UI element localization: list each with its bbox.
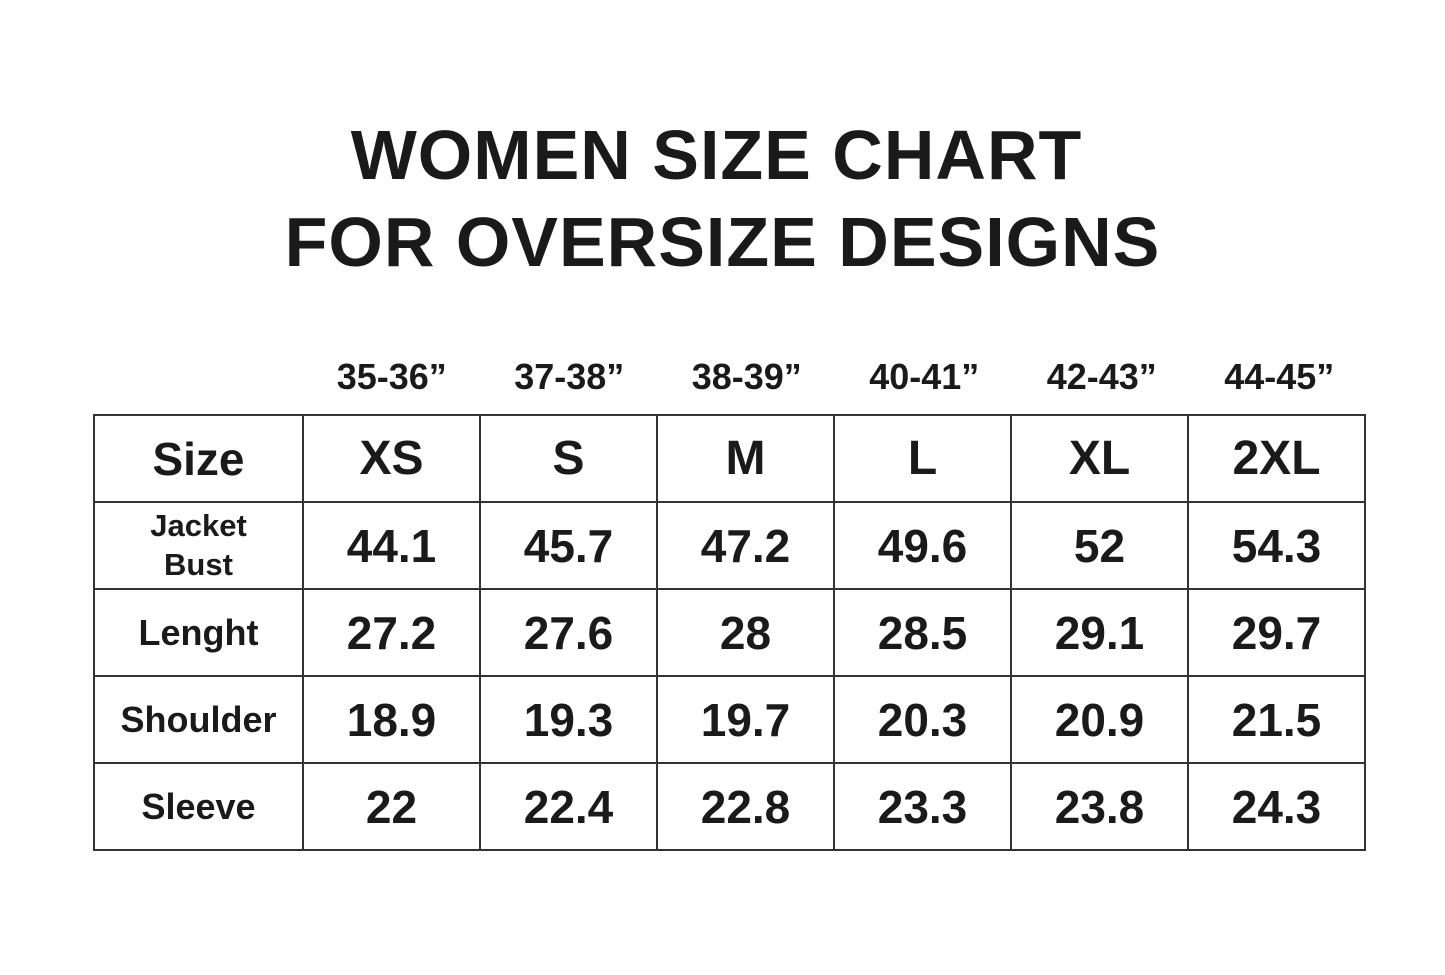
bust-range-label: 44-45” <box>1224 356 1335 397</box>
value-cell: 22 <box>302 762 481 851</box>
value-cell: 47.2 <box>656 501 835 590</box>
table-row: Lenght 27.2 27.6 28 28.5 29.1 29.7 <box>93 588 1366 677</box>
bust-range-label: 42-43” <box>1046 356 1157 397</box>
value-cell: 22.8 <box>656 762 835 851</box>
value-cell: 18.9 <box>302 675 481 764</box>
size-header-cell: XL <box>1010 414 1189 503</box>
table-row: Shoulder 18.9 19.3 19.7 20.3 20.9 21.5 <box>93 675 1366 764</box>
value-cell: 28.5 <box>833 588 1012 677</box>
value-cell: 24.3 <box>1187 762 1366 851</box>
title-line-1: WOMEN SIZE CHART <box>350 116 1083 194</box>
size-header-cell: L <box>833 414 1012 503</box>
bust-ranges: 35-36” 37-38” 38-39” 40-41” 42-43” 44-45” <box>303 356 1368 398</box>
bust-range-label: 38-39” <box>691 356 802 397</box>
row-label: Sleeve <box>93 762 304 851</box>
value-cell: 29.7 <box>1187 588 1366 677</box>
size-header-cell: M <box>656 414 835 503</box>
bust-range-label: 35-36” <box>336 356 447 397</box>
size-header-cell: XS <box>302 414 481 503</box>
row-label: Shoulder <box>93 675 304 764</box>
value-cell: 54.3 <box>1187 501 1366 590</box>
row-label-line: Jacket <box>150 507 247 543</box>
value-cell: 23.3 <box>833 762 1012 851</box>
value-cell: 21.5 <box>1187 675 1366 764</box>
value-cell: 20.3 <box>833 675 1012 764</box>
value-cell: 29.1 <box>1010 588 1189 677</box>
value-cell: 44.1 <box>302 501 481 590</box>
value-cell: 27.2 <box>302 588 481 677</box>
value-cell: 20.9 <box>1010 675 1189 764</box>
value-cell: 27.6 <box>479 588 658 677</box>
header-label: Size <box>93 414 304 503</box>
value-cell: 19.3 <box>479 675 658 764</box>
size-header-cell: 2XL <box>1187 414 1366 503</box>
size-table: Size XS S M L XL 2XL Jacket Bust 44.1 45.7 47.2 49… <box>93 414 1366 851</box>
row-label: Jacket Bust <box>93 501 304 590</box>
title-line-2: FOR OVERSIZE DESIGNS <box>284 203 1161 281</box>
value-cell: 28 <box>656 588 835 677</box>
header-row: Size XS S M L XL 2XL <box>93 414 1366 503</box>
value-cell: 19.7 <box>656 675 835 764</box>
size-header-cell: S <box>479 414 658 503</box>
row-label-line: Bust <box>164 546 233 582</box>
row-label: Lenght <box>93 588 304 677</box>
bust-range-label: 37-38” <box>514 356 625 397</box>
bust-range-label: 40-41” <box>869 356 980 397</box>
value-cell: 45.7 <box>479 501 658 590</box>
value-cell: 49.6 <box>833 501 1012 590</box>
table-row: Sleeve 22 22.4 22.8 23.3 23.8 24.3 <box>93 762 1366 851</box>
table-row: Jacket Bust 44.1 45.7 47.2 49.6 52 54.3 <box>93 501 1366 590</box>
value-cell: 52 <box>1010 501 1189 590</box>
value-cell: 22.4 <box>479 762 658 851</box>
value-cell: 23.8 <box>1010 762 1189 851</box>
